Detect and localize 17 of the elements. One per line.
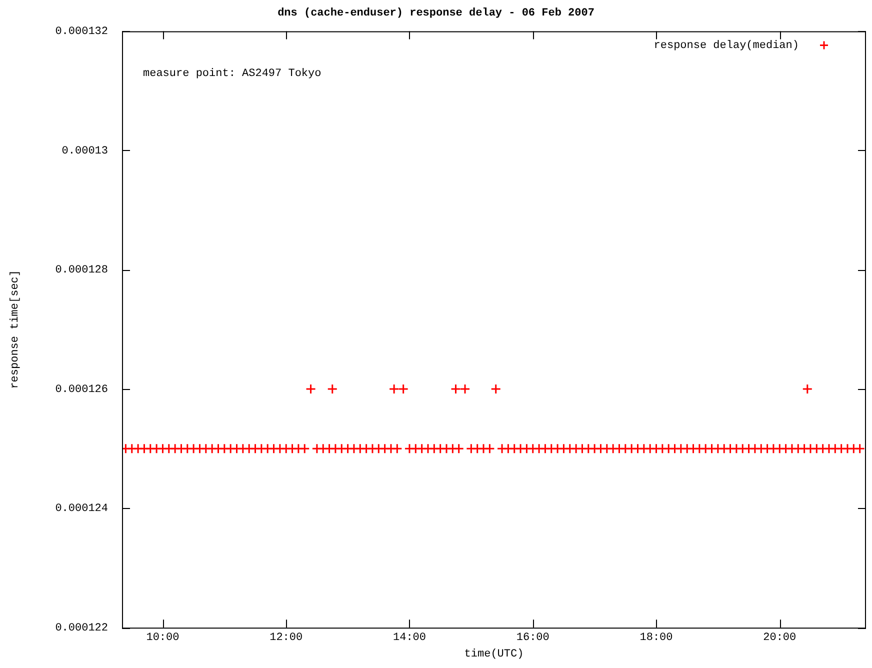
annotation: measure point: AS2497 Tokyo xyxy=(143,68,322,80)
x-tick-label: 18:00 xyxy=(640,632,673,644)
y-tick-label: 0.000128 xyxy=(55,264,108,277)
chart-title: dns (cache-enduser) response delay - 06 Feb 2007 xyxy=(278,7,594,20)
y-axis-title: response time[sec] xyxy=(10,270,22,389)
x-tick-label: 14:00 xyxy=(392,632,426,644)
legend-label: response delay(median) xyxy=(654,40,799,52)
x-tick-label: 20:00 xyxy=(763,632,796,644)
x-tick-label: 12:00 xyxy=(270,632,303,644)
x-axis-title: time(UTC) xyxy=(464,648,524,660)
x-tick-label: 10:00 xyxy=(146,632,180,644)
y-tick-label: 0.000126 xyxy=(55,384,108,396)
y-tick-label: 0.00013 xyxy=(62,145,108,158)
y-tick-label: 0.000124 xyxy=(55,503,108,516)
x-tick-label: 16:00 xyxy=(516,632,550,644)
y-tick-label: 0.000122 xyxy=(55,622,108,635)
y-tick-label: 0.000132 xyxy=(55,26,108,38)
